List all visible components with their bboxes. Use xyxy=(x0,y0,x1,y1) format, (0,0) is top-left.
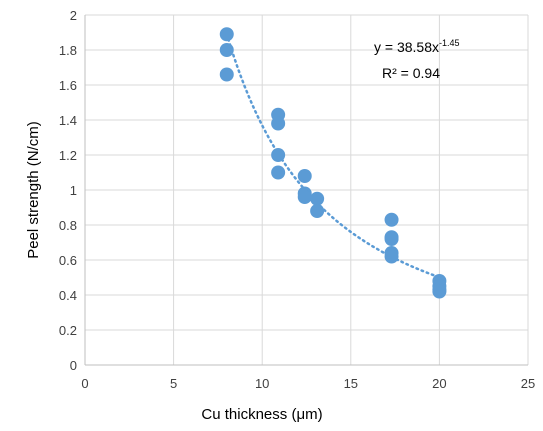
axes xyxy=(84,15,528,366)
y-tick-label: 2 xyxy=(70,8,77,23)
data-point xyxy=(219,27,234,42)
trendline-r-squared: R² = 0.94 xyxy=(382,65,440,81)
trendline-equation-exponent: -1.45 xyxy=(439,38,460,48)
data-point xyxy=(271,148,286,162)
x-tick-labels: 0 5 10 15 20 25 xyxy=(81,376,535,391)
x-tick-label: 5 xyxy=(170,376,177,391)
x-tick-label: 15 xyxy=(344,376,358,391)
x-axis-title: Cu thickness (μm) xyxy=(201,406,322,423)
data-point xyxy=(384,249,399,264)
y-tick-labels: 0 0.2 0.4 0.6 0.8 1 1.2 1.4 1.6 1.8 2 xyxy=(59,8,77,373)
data-point xyxy=(219,43,234,57)
x-tick-label: 20 xyxy=(432,376,446,391)
y-tick-label: 1.2 xyxy=(59,148,77,163)
y-tick-label: 0.6 xyxy=(59,253,77,268)
data-point xyxy=(219,67,234,82)
y-tick-label: 0.4 xyxy=(59,288,77,303)
x-tick-label: 10 xyxy=(255,376,269,391)
data-point xyxy=(432,284,447,299)
trendline-equation-base: y = 38.58x xyxy=(374,39,439,55)
power-trendline xyxy=(225,32,441,279)
data-point xyxy=(271,165,286,180)
y-tick-label: 1 xyxy=(70,183,77,198)
y-tick-label: 1.6 xyxy=(59,78,77,93)
data-point xyxy=(297,169,312,183)
y-tick-label: 0.2 xyxy=(59,323,77,338)
y-tick-label: 0.8 xyxy=(59,218,77,233)
data-point xyxy=(271,116,286,131)
trendline-equation: y = 38.58x-1.45 xyxy=(374,38,460,55)
y-axis-title: Peel strength (N/cm) xyxy=(25,121,42,259)
data-point xyxy=(297,190,312,204)
x-tick-label: 0 xyxy=(81,376,88,391)
x-tick-label: 25 xyxy=(521,376,535,391)
data-point xyxy=(310,191,325,206)
y-tick-label: 1.4 xyxy=(59,113,77,128)
data-point xyxy=(310,204,325,218)
y-tick-label: 1.8 xyxy=(59,43,77,58)
data-point xyxy=(384,232,399,246)
data-point xyxy=(384,212,399,227)
data-points xyxy=(219,27,447,299)
y-tick-label: 0 xyxy=(70,358,77,373)
grid-lines xyxy=(85,14,529,365)
